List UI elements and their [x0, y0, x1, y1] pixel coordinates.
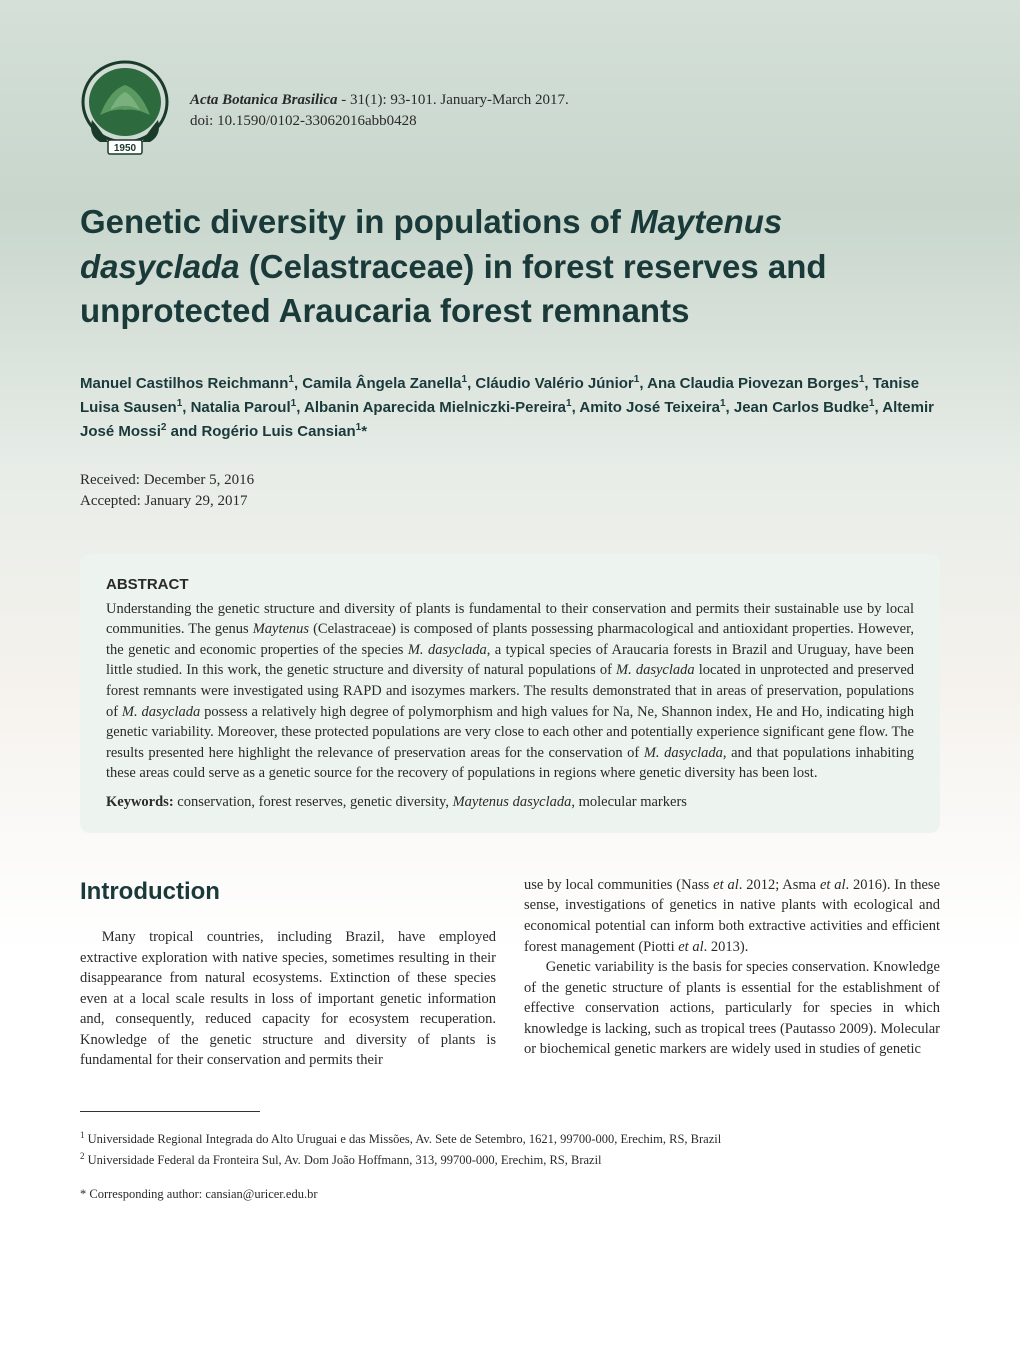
abstract-box: ABSTRACT Understanding the genetic struc… — [80, 554, 940, 833]
body-columns: Introduction Many tropical countries, in… — [80, 875, 940, 1071]
intro-paragraph-1: Many tropical countries, including Brazi… — [80, 927, 496, 1071]
page-container: 1950 Acta Botanica Brasilica - 31(1): 93… — [0, 0, 1020, 1254]
abstract-text: Understanding the genetic structure and … — [106, 599, 914, 784]
header-row: 1950 Acta Botanica Brasilica - 31(1): 93… — [80, 60, 940, 160]
affiliation-2: 2 Universidade Federal da Fronteira Sul,… — [80, 1149, 940, 1170]
affiliation-1: 1 Universidade Regional Integrada do Alt… — [80, 1128, 940, 1149]
dates-block: Received: December 5, 2016 Accepted: Jan… — [80, 470, 940, 512]
keywords-line: Keywords: conservation, forest reserves,… — [106, 794, 914, 811]
journal-citation-line: Acta Botanica Brasilica - 31(1): 93-101.… — [190, 90, 569, 111]
svg-text:1950: 1950 — [114, 143, 137, 154]
column-left: Introduction Many tropical countries, in… — [80, 875, 496, 1071]
society-logo: 1950 — [80, 60, 170, 160]
introduction-heading: Introduction — [80, 875, 496, 909]
footnotes: 1 Universidade Regional Integrada do Alt… — [80, 1128, 940, 1204]
column-right: use by local communities (Nass et al. 20… — [524, 875, 940, 1071]
title-pre: Genetic diversity in populations of — [80, 203, 630, 240]
keywords-text: conservation, forest reserves, genetic d… — [174, 794, 687, 810]
journal-citation: - 31(1): 93-101. January-March 2017. — [338, 92, 569, 108]
keywords-label: Keywords: — [106, 794, 174, 810]
journal-name: Acta Botanica Brasilica — [190, 92, 338, 108]
article-title: Genetic diversity in populations of Mayt… — [80, 200, 940, 334]
journal-doi: doi: 10.1590/0102-33062016abb0428 — [190, 111, 569, 132]
intro-paragraph-1-cont: use by local communities (Nass et al. 20… — [524, 875, 940, 957]
abstract-heading: ABSTRACT — [106, 576, 914, 593]
authors-list: Manuel Castilhos Reichmann1, Camila Ânge… — [80, 372, 940, 444]
journal-meta: Acta Botanica Brasilica - 31(1): 93-101.… — [190, 60, 569, 132]
footnote-rule — [80, 1111, 260, 1112]
received-date: Received: December 5, 2016 — [80, 470, 940, 491]
accepted-date: Accepted: January 29, 2017 — [80, 491, 940, 512]
corresponding-author: * Corresponding author: cansian@uricer.e… — [80, 1184, 940, 1204]
intro-paragraph-2: Genetic variability is the basis for spe… — [524, 957, 940, 1060]
